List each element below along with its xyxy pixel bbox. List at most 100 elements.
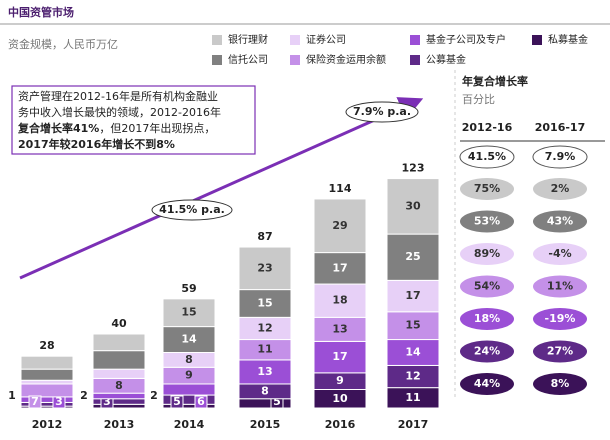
bar-segment <box>162 383 216 396</box>
legend-label: 公募基金 <box>426 53 466 66</box>
legend-label: 保险资金运用余额 <box>306 53 386 66</box>
value-label: 10 <box>332 392 348 405</box>
cagr-pill <box>460 243 514 265</box>
legend-swatch <box>410 35 420 45</box>
trend-arrow <box>19 97 424 280</box>
total-label: 123 <box>402 162 425 175</box>
legend-swatch <box>212 35 222 45</box>
cagr-pill <box>532 145 588 169</box>
cagr-value: 53% <box>474 215 500 228</box>
cagr-pill <box>460 308 514 330</box>
annotation-bubble <box>151 199 233 221</box>
bar-segment <box>386 178 440 235</box>
value-label: 5 <box>273 395 281 408</box>
cagr-value: 44% <box>474 377 500 390</box>
bar-segment <box>313 283 367 318</box>
bar-segment <box>238 246 292 291</box>
value-label: 12 <box>257 321 272 334</box>
bar-segment <box>92 350 146 370</box>
value-label: 17 <box>405 289 420 302</box>
value-label: 29 <box>332 219 347 232</box>
value-label-box <box>28 395 42 409</box>
bar-segment <box>92 392 146 400</box>
value-label: 2 <box>150 389 158 402</box>
x-tick-label: 2017 <box>398 418 429 431</box>
value-label: 12 <box>405 370 420 383</box>
bar-segment <box>162 298 216 328</box>
bar-segment <box>238 359 292 385</box>
cagr-pill <box>460 340 514 363</box>
cagr-value: 24% <box>474 345 500 358</box>
legend-label: 银行理财 <box>228 33 268 46</box>
cagr-value: 89% <box>474 247 500 260</box>
value-label: 18 <box>332 294 347 307</box>
value-label-box <box>194 395 208 409</box>
cagr-pill <box>460 210 514 233</box>
bar-segment <box>313 252 367 285</box>
value-label: 17 <box>332 350 347 363</box>
cagr-value: 54% <box>474 280 500 293</box>
value-label: 14 <box>405 346 421 359</box>
value-label-box <box>170 395 184 409</box>
cagr-pill <box>460 178 514 200</box>
value-label: 15 <box>257 296 272 309</box>
bar-segment <box>20 355 74 370</box>
annotation: 7.9% p.a. <box>353 105 411 118</box>
value-label: 8 <box>261 384 269 397</box>
legend-swatch <box>212 55 222 65</box>
value-label: 9 <box>185 369 193 382</box>
cagr-value: 8% <box>551 377 570 390</box>
value-label: 3 <box>103 395 111 408</box>
note-line: 务中收入增长最快的领域，2012-2016年 <box>18 105 221 119</box>
value-label: 1 <box>8 389 16 402</box>
cagr-pill <box>533 373 587 395</box>
total-label: 114 <box>329 182 352 195</box>
value-label: 8 <box>115 379 123 392</box>
note-segment: ，但2017年出现拐点， <box>99 121 215 135</box>
value-label: 9 <box>336 374 344 387</box>
cagr-value: -4% <box>548 247 571 260</box>
cagr-unit: 百分比 <box>462 93 495 106</box>
note-segment: 复合增长率41% <box>17 121 99 135</box>
cagr-value: 2% <box>551 182 570 195</box>
note-segment: 务中收入增长最快的领域，2012-2016年 <box>18 105 221 119</box>
cagr-title: 年复合增长率 <box>462 74 528 88</box>
legend-swatch <box>410 55 420 65</box>
total-label: 59 <box>181 282 196 295</box>
cagr-value: -19% <box>545 312 576 325</box>
cagr-value: 75% <box>474 182 500 195</box>
value-label: 3 <box>55 395 63 408</box>
legend-label: 证券公司 <box>306 33 346 46</box>
note-line: 复合增长率41%，但2017年出现拐点， <box>17 121 215 135</box>
subtitle: 资金规模，人民币万亿 <box>8 37 118 51</box>
cagr-value: 41.5% <box>468 150 506 163</box>
bar-segment <box>313 198 367 254</box>
cagr-pill <box>533 178 587 200</box>
column-header: 2016-17 <box>535 121 586 134</box>
value-label: 15 <box>405 319 420 332</box>
cagr-value: 27% <box>547 345 573 358</box>
note-box <box>11 85 256 155</box>
bar-segment <box>386 233 440 281</box>
x-tick-label: 2015 <box>250 418 281 431</box>
bar-segment <box>20 383 74 398</box>
cagr-pill <box>533 275 587 298</box>
legend-swatch <box>290 55 300 65</box>
value-label: 14 <box>181 333 197 346</box>
value-label: 11 <box>257 343 272 356</box>
legend-label: 私募基金 <box>548 33 588 46</box>
value-label: 15 <box>181 306 196 319</box>
note-segment: 2017年较2016年增长不到8% <box>18 137 175 151</box>
value-label: 17 <box>332 261 347 274</box>
value-label: 6 <box>197 395 205 408</box>
value-label: 30 <box>405 199 421 212</box>
value-label: 2 <box>80 389 88 402</box>
value-label: 5 <box>173 395 181 408</box>
cagr-pill <box>533 243 587 265</box>
value-label: 25 <box>405 250 420 263</box>
value-label: 8 <box>185 353 193 366</box>
value-label: 13 <box>332 322 347 335</box>
x-tick-label: 2014 <box>174 418 205 431</box>
cagr-value: 7.9% <box>545 150 576 163</box>
